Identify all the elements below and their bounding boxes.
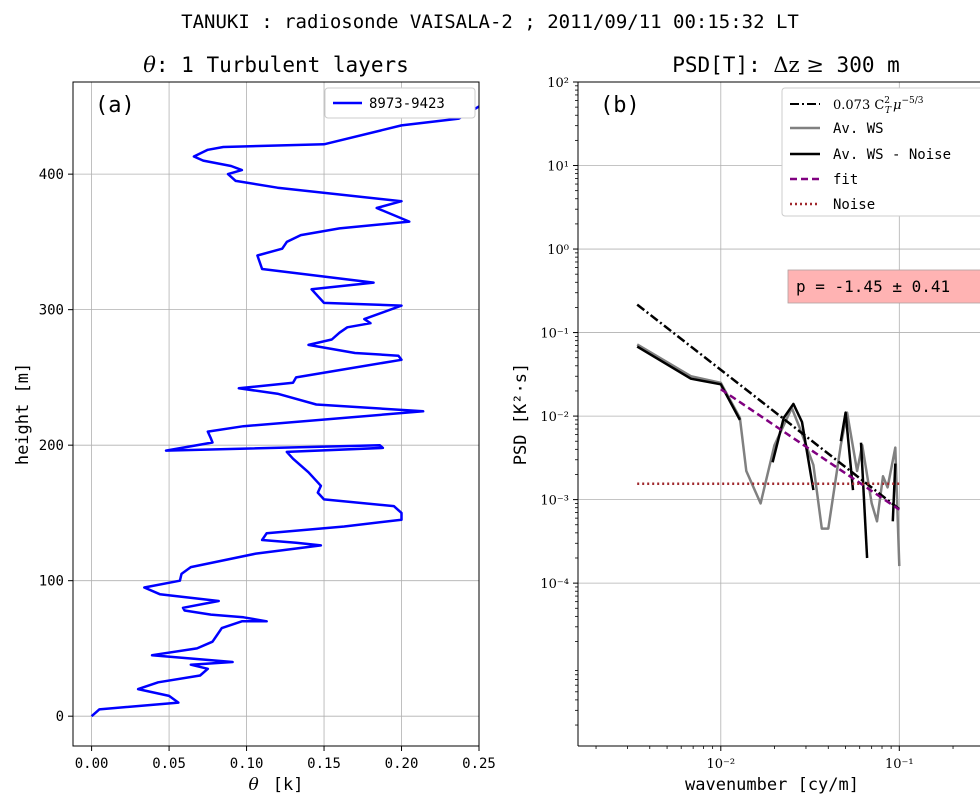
panel-a-theta-profile: 0.00 0.05 0.10 0.15 0.20 0.25 0 100 200 300 400 (… bbox=[13, 53, 496, 795]
panel-a-xticks: 0.00 0.05 0.10 0.15 0.20 0.25 bbox=[75, 746, 496, 772]
panel-b-xtick-label: 10⁻² bbox=[706, 757, 735, 772]
panel-b-title: PSD[T]: Δz ≥ 300 m bbox=[672, 53, 900, 77]
panel-a-label: (a) bbox=[95, 93, 135, 118]
panel-b-xticks: 10⁻² 10⁻¹ bbox=[595, 746, 954, 772]
panel-a-plot-frame bbox=[72, 81, 480, 747]
panel-b-ytick-label: 10⁻¹ bbox=[540, 327, 569, 342]
panel-a-ytick-label: 400 bbox=[39, 167, 64, 183]
panel-a-xtick-label: 0.25 bbox=[462, 756, 496, 772]
panel-b-fit-annotation: p = -1.45 ± 0.41 bbox=[787, 269, 980, 304]
panel-a-legend-box bbox=[324, 87, 476, 119]
panel-a-title-symbol: θ bbox=[143, 53, 156, 77]
panel-b-line-av-ws-noise-segment bbox=[891, 463, 897, 522]
panel-a-grid bbox=[73, 82, 480, 746]
panel-b-ylabel: PSD [K²·s] bbox=[511, 363, 531, 465]
panel-b-title-value: 300 m bbox=[824, 53, 900, 77]
panel-a-title-text: : 1 Turbulent layers bbox=[156, 53, 409, 77]
panel-b-line-av-ws-noise-segment bbox=[839, 411, 855, 491]
panel-a-xtick-label: 0.15 bbox=[307, 756, 341, 772]
panel-b-fit-annotation-box bbox=[787, 269, 980, 304]
panel-a-xtick-label: 0.10 bbox=[230, 756, 264, 772]
panel-a-xlabel: θ [k] bbox=[249, 775, 304, 795]
panel-b-yticks: 10⁻⁴ 10⁻³ 10⁻² 10⁻¹ 10⁰ 10¹ 10² bbox=[540, 76, 578, 726]
panel-a-xlabel-unit: [k] bbox=[273, 775, 304, 795]
panel-b-psd: 10⁻² 10⁻¹ 10⁻⁴ 10⁻³ 10⁻² 10⁻¹ 10⁰ 10¹ 10² (b) P… bbox=[511, 53, 980, 795]
panel-b-legend-box bbox=[781, 87, 980, 217]
panel-b-xtick-label: 10⁻¹ bbox=[885, 757, 914, 772]
panel-b-ytick-label: 10⁻² bbox=[540, 410, 569, 425]
legend-label-noise: Noise bbox=[833, 197, 875, 213]
panel-b-ytick-label: 10² bbox=[547, 76, 569, 91]
panel-b-ytick-label: 10⁰ bbox=[547, 243, 569, 258]
panel-a-xtick-label: 0.20 bbox=[385, 756, 419, 772]
panel-b-line-av-ws-noise-segment bbox=[771, 402, 815, 491]
panel-a-xtick-label: 0.05 bbox=[152, 756, 186, 772]
panel-a-ytick-label: 300 bbox=[39, 303, 64, 319]
panel-b-line-0-073-c-t-2-mu-5-3 bbox=[636, 303, 901, 511]
panel-b-title-math: Δz ≥ bbox=[773, 53, 824, 77]
legend-label-fit: fit bbox=[833, 172, 858, 188]
panel-b-ytick-label: 10¹ bbox=[547, 160, 569, 175]
panel-a-yticks: 0 100 200 300 400 bbox=[39, 167, 73, 725]
legend-label-av-ws-noise: Av. WS - Noise bbox=[833, 147, 951, 163]
panel-b-line-fit bbox=[720, 388, 900, 511]
panel-a-theta-line bbox=[90, 105, 480, 718]
panel-b-ytick-label: 10⁻⁴ bbox=[540, 577, 569, 592]
panel-b-line-av-ws-noise-segment bbox=[859, 442, 869, 559]
panel-a-xlabel-symbol: θ bbox=[249, 775, 259, 795]
panel-a-ytick-label: 100 bbox=[39, 574, 64, 590]
legend-label-av-ws: Av. WS bbox=[833, 121, 884, 137]
figure-suptitle: TANUKI : radiosonde VAISALA-2 ; 2011/09/… bbox=[181, 11, 799, 33]
panel-a-legend: 8973-9423 bbox=[324, 87, 476, 119]
panel-b-series-lines bbox=[636, 303, 901, 567]
panel-a-ylabel: height [m] bbox=[13, 363, 33, 465]
panel-b-line-av-ws bbox=[636, 343, 901, 567]
panel-a-legend-label: 8973-9423 bbox=[369, 96, 445, 112]
panel-a-ytick-label: 200 bbox=[39, 438, 64, 454]
panel-a-title: θ: 1 Turbulent layers bbox=[143, 53, 409, 77]
panel-a-xtick-label: 0.00 bbox=[75, 756, 109, 772]
panel-b-line-av-ws-noise-segment bbox=[636, 345, 742, 421]
panel-b-label: (b) bbox=[600, 93, 640, 118]
panel-a-series-line bbox=[90, 105, 480, 718]
panel-a-ytick-label: 0 bbox=[56, 709, 64, 725]
panel-b-xlabel: wavenumber [cy/m] bbox=[685, 775, 859, 795]
panel-b-ytick-label: 10⁻³ bbox=[540, 494, 569, 509]
panel-b-ylabel-text: PSD [K²·s] bbox=[511, 363, 531, 465]
panel-b-grid bbox=[578, 81, 980, 746]
panel-b-title-text: PSD[T]: bbox=[672, 53, 773, 77]
panel-b-fit-annotation-text: p = -1.45 ± 0.41 bbox=[796, 277, 950, 296]
